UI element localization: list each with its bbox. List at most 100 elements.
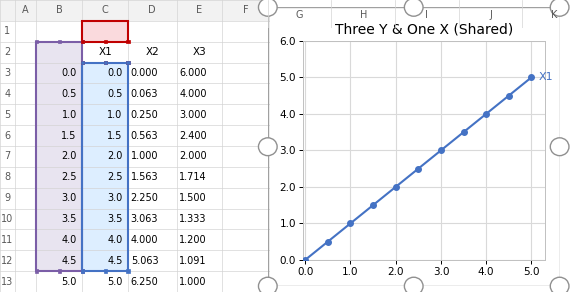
Text: 2.5: 2.5 [107, 172, 122, 182]
Bar [35, 270, 38, 273]
Bar [81, 61, 84, 64]
Text: X3: X3 [193, 47, 206, 57]
Text: X2: X2 [145, 47, 159, 57]
X1 [528, 76, 535, 79]
Text: 0.5: 0.5 [107, 89, 122, 99]
Text: 1.714: 1.714 [179, 172, 207, 182]
Text: 4.5: 4.5 [62, 256, 77, 266]
X1 [324, 240, 331, 244]
Text: 9: 9 [4, 193, 11, 203]
Text: 2.400: 2.400 [179, 131, 207, 140]
Text: H: H [360, 10, 367, 20]
X1 [505, 94, 512, 98]
Text: 3: 3 [4, 68, 11, 78]
Bar [36, 42, 82, 271]
Bar [81, 270, 84, 273]
Text: 0.0: 0.0 [62, 68, 77, 78]
Bar [36, 42, 82, 271]
Text: 3.0: 3.0 [62, 193, 77, 203]
Text: A: A [22, 6, 29, 15]
Text: 1.333: 1.333 [179, 214, 207, 224]
Text: 1.500: 1.500 [179, 193, 207, 203]
Title: Three Y & One X (Shared): Three Y & One X (Shared) [335, 23, 513, 37]
Text: 3.000: 3.000 [179, 110, 207, 120]
Text: 6.000: 6.000 [179, 68, 207, 78]
Text: 1.0: 1.0 [107, 110, 122, 120]
Text: 2: 2 [4, 47, 11, 57]
X1 [347, 222, 354, 225]
X1 [415, 167, 422, 171]
Text: 2.0: 2.0 [62, 152, 77, 161]
Text: 1.5: 1.5 [107, 131, 122, 140]
Text: 1.200: 1.200 [179, 235, 207, 245]
Bar [82, 62, 128, 271]
Text: 1.5: 1.5 [62, 131, 77, 140]
Text: 4: 4 [4, 89, 11, 99]
Text: K: K [551, 10, 557, 20]
Bar [104, 61, 107, 64]
Text: 6: 6 [4, 131, 11, 140]
Circle shape [550, 138, 569, 156]
Bar [57, 270, 61, 273]
Text: 5.0: 5.0 [62, 277, 77, 286]
Bar [577, 91, 586, 130]
Text: 4.000: 4.000 [131, 235, 158, 245]
Circle shape [550, 0, 569, 16]
Text: E: E [196, 6, 203, 15]
Text: 4.000: 4.000 [179, 89, 207, 99]
Text: 2.0: 2.0 [107, 152, 122, 161]
X1 [392, 185, 399, 189]
Text: 5: 5 [4, 110, 11, 120]
Bar [82, 21, 128, 42]
Text: 1: 1 [4, 26, 11, 36]
Bar [104, 40, 107, 44]
Text: B: B [56, 6, 63, 15]
Text: 2.250: 2.250 [131, 193, 159, 203]
Text: 11: 11 [1, 235, 13, 245]
Text: X1: X1 [98, 47, 112, 57]
Text: 0.5: 0.5 [62, 89, 77, 99]
Bar [82, 21, 128, 42]
Text: 1.0: 1.0 [62, 110, 77, 120]
Bar [127, 61, 130, 64]
Bar [81, 61, 84, 64]
X1 [483, 112, 490, 116]
Text: 0.0: 0.0 [107, 68, 122, 78]
Text: 6.250: 6.250 [131, 277, 158, 286]
Text: 0.000: 0.000 [131, 68, 158, 78]
Circle shape [550, 277, 569, 292]
Bar [577, 152, 586, 191]
Text: 5.0: 5.0 [107, 277, 122, 286]
Text: F: F [243, 6, 249, 15]
Bar [127, 61, 130, 64]
Circle shape [404, 277, 423, 292]
Text: 12: 12 [1, 256, 13, 266]
Text: 2.5: 2.5 [62, 172, 77, 182]
Text: 3.5: 3.5 [107, 214, 122, 224]
X1 [437, 149, 444, 152]
Bar [104, 61, 107, 64]
Text: 0.563: 0.563 [131, 131, 158, 140]
Bar [82, 62, 128, 271]
Text: 1.563: 1.563 [131, 172, 158, 182]
Text: 1.000: 1.000 [179, 277, 207, 286]
Bar [127, 270, 130, 273]
Text: 4.0: 4.0 [107, 235, 122, 245]
Text: 3.5: 3.5 [62, 214, 77, 224]
Text: 1.000: 1.000 [131, 152, 158, 161]
Text: 10: 10 [1, 214, 13, 224]
Bar [81, 40, 84, 44]
Text: 3.0: 3.0 [107, 193, 122, 203]
Text: 2.000: 2.000 [179, 152, 207, 161]
Text: 13: 13 [1, 277, 13, 286]
Bar [104, 270, 107, 273]
Text: 8: 8 [4, 172, 11, 182]
Text: 0.250: 0.250 [131, 110, 158, 120]
Text: D: D [148, 6, 156, 15]
Text: I: I [425, 10, 428, 20]
Text: 5.063: 5.063 [131, 256, 158, 266]
Circle shape [404, 0, 423, 16]
Text: X1: X1 [538, 72, 553, 82]
Circle shape [258, 0, 277, 16]
Text: C: C [102, 6, 108, 15]
